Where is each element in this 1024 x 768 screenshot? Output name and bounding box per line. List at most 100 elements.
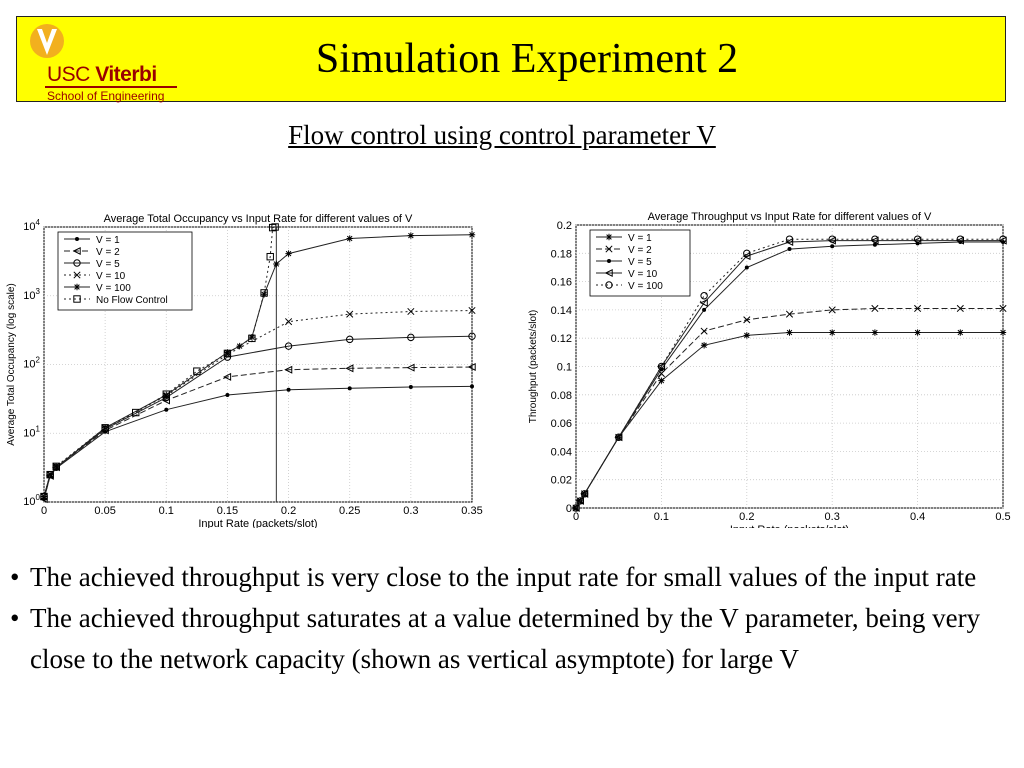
point-marker bbox=[223, 372, 232, 381]
point-marker bbox=[830, 244, 835, 249]
point-marker bbox=[999, 235, 1007, 243]
point-marker bbox=[468, 332, 476, 340]
point-marker bbox=[999, 304, 1007, 313]
point-marker bbox=[73, 259, 81, 267]
point-marker bbox=[605, 233, 613, 241]
bullet-glyph: • bbox=[10, 603, 20, 633]
point-marker bbox=[786, 329, 793, 336]
point-marker bbox=[406, 363, 415, 372]
legend-entry-label: V = 5 bbox=[96, 259, 120, 270]
x-tick-label: 0.3 bbox=[403, 505, 418, 517]
y-tick-label: 102 bbox=[23, 356, 40, 371]
point-marker bbox=[407, 232, 415, 239]
point-marker bbox=[52, 462, 60, 471]
grid-lines bbox=[575, 224, 1004, 509]
y-tick-label: 0.16 bbox=[551, 277, 572, 289]
point-marker bbox=[193, 367, 201, 375]
point-marker bbox=[576, 497, 584, 505]
series-group bbox=[40, 223, 279, 501]
x-axis-label: Input Rate (packets/slot) bbox=[198, 518, 317, 528]
point-marker bbox=[408, 385, 413, 390]
point-marker bbox=[161, 396, 170, 405]
point-marker bbox=[346, 235, 353, 242]
x-tick-label: 0.25 bbox=[339, 505, 360, 517]
y-tick-label: 0.12 bbox=[551, 333, 572, 345]
point-marker bbox=[914, 304, 922, 313]
point-marker bbox=[346, 335, 354, 344]
point-marker bbox=[913, 235, 922, 243]
y-axis-label: Throughput (packets/slot) bbox=[528, 310, 539, 423]
slide-subtitle: Flow control using control parameter V bbox=[288, 120, 716, 150]
point-marker bbox=[657, 370, 665, 378]
x-tick-label: 0 bbox=[573, 511, 579, 523]
occupancy-chart: Average Total Occupancy vs Input Rate fo… bbox=[2, 198, 490, 528]
point-marker bbox=[72, 246, 81, 256]
x-tick-label: 0.1 bbox=[654, 511, 669, 523]
point-marker bbox=[345, 364, 354, 373]
point-marker bbox=[828, 235, 836, 243]
x-tick-label: 0.1 bbox=[159, 505, 174, 517]
point-marker bbox=[286, 387, 291, 392]
point-marker bbox=[223, 349, 232, 358]
legend-entry-label: V = 100 bbox=[96, 283, 131, 294]
x-tick-label: 0.5 bbox=[995, 511, 1010, 523]
point-marker bbox=[284, 365, 293, 374]
series-line bbox=[43, 226, 276, 497]
legend-box bbox=[57, 231, 193, 311]
point-marker bbox=[285, 318, 293, 326]
bullet-glyph: • bbox=[10, 562, 20, 592]
point-marker bbox=[75, 237, 79, 241]
y-tick-label: 101 bbox=[23, 424, 40, 439]
x-tick-label: 0.3 bbox=[825, 511, 840, 523]
y-tick-label: 100 bbox=[23, 493, 40, 508]
point-marker bbox=[285, 250, 292, 257]
logo-wordmark: USC Viterbi bbox=[47, 63, 157, 87]
chart-title: Average Throughput vs Input Rate for dif… bbox=[648, 211, 932, 223]
point-marker bbox=[743, 249, 751, 257]
x-tick-label: 0.35 bbox=[461, 505, 482, 517]
point-marker bbox=[46, 471, 54, 478]
x-axis-label: Input Rate (packets/slot) bbox=[730, 524, 849, 528]
series-line bbox=[575, 238, 1003, 509]
point-marker bbox=[700, 327, 708, 335]
y-tick-label: 0.2 bbox=[557, 220, 572, 232]
bullet-item: • The achieved throughput is very close t… bbox=[10, 557, 1015, 598]
series-group bbox=[572, 235, 1007, 512]
point-marker bbox=[40, 492, 48, 501]
point-marker bbox=[657, 362, 666, 371]
point-marker bbox=[871, 304, 879, 313]
point-marker bbox=[580, 490, 589, 498]
logo-rule bbox=[45, 86, 177, 88]
legend-entry-label: V = 5 bbox=[628, 257, 652, 268]
point-marker bbox=[999, 329, 1007, 336]
bullet-list: • The achieved throughput is very close t… bbox=[10, 557, 1015, 680]
point-marker bbox=[743, 332, 750, 339]
point-marker bbox=[785, 310, 794, 318]
point-marker bbox=[871, 235, 879, 243]
logo-usc-text: USC bbox=[47, 63, 90, 86]
logo-viterbi-text: Viterbi bbox=[95, 63, 157, 86]
viterbi-v-icon bbox=[30, 24, 64, 58]
bullet-text: The achieved throughput saturates at a v… bbox=[30, 603, 981, 674]
point-marker bbox=[73, 295, 81, 303]
point-marker bbox=[607, 259, 611, 263]
x-tick-label: 0 bbox=[41, 505, 47, 517]
y-tick-label: 0.04 bbox=[551, 446, 572, 458]
point-marker bbox=[46, 470, 54, 479]
point-marker bbox=[73, 271, 81, 279]
chart-title: Average Total Occupancy vs Input Rate fo… bbox=[104, 213, 413, 225]
legend-entry-label: No Flow Control bbox=[96, 295, 168, 306]
y-tick-label: 0.06 bbox=[551, 418, 572, 430]
point-marker bbox=[785, 237, 794, 246]
point-marker bbox=[605, 245, 613, 253]
bullet-item: • The achieved throughput saturates at a … bbox=[10, 598, 1015, 680]
point-marker bbox=[164, 407, 169, 412]
point-marker bbox=[957, 329, 964, 336]
legend: V = 1V = 2V = 5V = 10V = 100 bbox=[589, 229, 691, 297]
y-tick-label: 0.08 bbox=[551, 390, 572, 402]
bullet-text: The achieved throughput is very close to… bbox=[30, 562, 977, 592]
y-axis-label: Average Total Occupancy (log scale) bbox=[6, 283, 17, 446]
point-marker bbox=[271, 223, 279, 231]
y-tick-label: 0 bbox=[566, 503, 572, 515]
